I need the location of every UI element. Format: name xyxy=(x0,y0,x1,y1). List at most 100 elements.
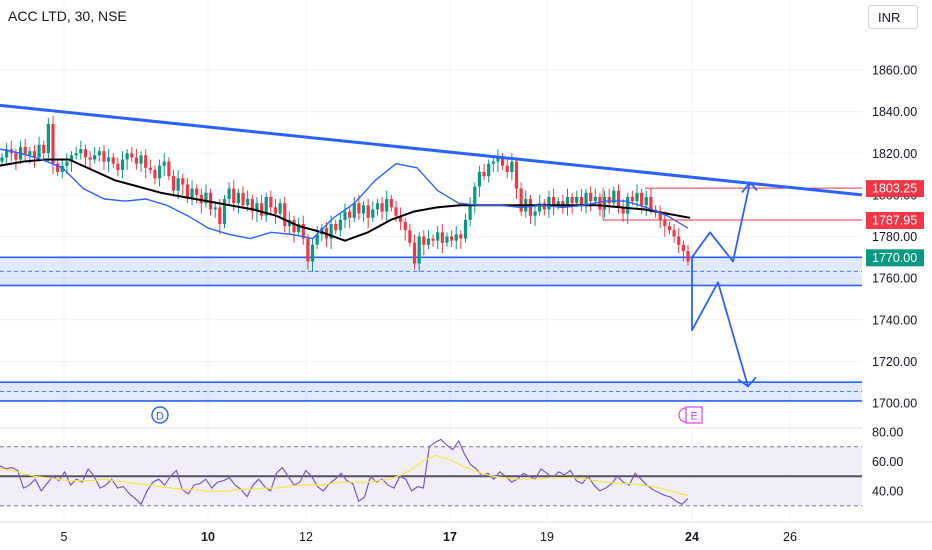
candle-body xyxy=(514,161,519,189)
candle-body xyxy=(259,203,264,216)
candle-body xyxy=(361,205,366,214)
candle-body xyxy=(375,203,380,210)
candle-body xyxy=(352,203,356,218)
candle-body xyxy=(436,232,440,241)
candle-body xyxy=(97,151,101,156)
candle-body xyxy=(602,196,607,210)
candle-body xyxy=(412,242,417,264)
candle-body xyxy=(473,186,477,206)
candle-body xyxy=(329,224,333,239)
candle-body xyxy=(626,196,630,214)
candle-body xyxy=(213,207,217,210)
candle-body xyxy=(310,244,315,262)
dividend-marker xyxy=(151,406,169,424)
candle-body xyxy=(584,192,588,206)
candle-body xyxy=(227,188,231,200)
candle-body xyxy=(547,196,551,210)
candle-body xyxy=(69,155,74,162)
candle-body xyxy=(116,163,120,170)
candle-body xyxy=(190,188,194,200)
candle-body xyxy=(111,157,115,164)
candle-body xyxy=(463,219,468,239)
candle-body xyxy=(130,153,134,158)
price-tick-label: 1860.00 xyxy=(872,64,917,78)
candle-body xyxy=(542,203,546,210)
candle-body xyxy=(533,211,537,216)
ema-slow-line xyxy=(0,158,691,242)
candle-body xyxy=(348,211,352,218)
candle-body xyxy=(46,124,50,154)
candle-body xyxy=(218,207,222,225)
candle-body xyxy=(468,205,472,220)
candle-body xyxy=(593,196,597,202)
arrowhead-up xyxy=(741,180,758,193)
candle-body xyxy=(528,199,533,216)
candle-body xyxy=(315,234,319,245)
price-tag xyxy=(866,211,924,229)
candle-body xyxy=(28,151,32,156)
candle-body xyxy=(250,199,254,212)
candle-body xyxy=(538,203,542,212)
grid-lines xyxy=(0,0,862,522)
candle-body xyxy=(125,153,129,160)
price-tick-label: 1780.00 xyxy=(872,230,917,244)
candle-body xyxy=(565,196,570,208)
candle-body xyxy=(297,224,301,233)
candle-body xyxy=(500,157,505,166)
candle-body xyxy=(255,203,259,212)
candle-body xyxy=(32,151,37,158)
candle-body xyxy=(144,155,148,168)
candle-body xyxy=(440,232,444,243)
rsi-tick-label: 60.00 xyxy=(872,455,903,469)
candle-body xyxy=(445,236,449,243)
candle-body xyxy=(306,238,310,262)
candle-body xyxy=(171,176,176,191)
earnings-marker-label: E xyxy=(690,411,697,423)
candle-body xyxy=(157,165,162,179)
candle-body xyxy=(556,201,560,206)
descending-trendline xyxy=(0,103,863,197)
candle-body xyxy=(176,178,180,191)
candle-body xyxy=(338,219,342,231)
candle-body xyxy=(167,161,171,177)
price-tick-label: 1740.00 xyxy=(872,313,917,327)
candle-body xyxy=(273,207,278,214)
candle-body xyxy=(162,161,166,166)
candle-body xyxy=(134,157,139,164)
candle-body xyxy=(153,169,157,179)
candle-body xyxy=(450,236,454,241)
candle-body xyxy=(185,184,190,200)
candle-body xyxy=(195,188,199,195)
candle-body xyxy=(236,192,240,204)
candle-body xyxy=(519,188,523,212)
candle-body xyxy=(199,194,203,204)
candle-body xyxy=(579,196,583,206)
candle-body xyxy=(644,196,648,206)
candle-body xyxy=(635,192,639,202)
chart-title: ACC LTD, 30, NSE xyxy=(8,8,127,24)
price-tag-label: 1770.00 xyxy=(872,251,917,265)
candle-body xyxy=(366,205,370,218)
candle-body xyxy=(380,203,384,212)
currency-selector[interactable]: INR xyxy=(868,5,918,29)
candle-body xyxy=(607,196,611,204)
candle-body xyxy=(426,238,431,245)
candle-body xyxy=(681,244,685,252)
candle-body xyxy=(389,199,393,208)
candle-body xyxy=(334,224,338,231)
candle-body xyxy=(422,236,426,245)
candle-body xyxy=(677,236,681,245)
candle-body xyxy=(491,161,495,164)
price-tick-label: 1840.00 xyxy=(872,105,917,119)
candle-body xyxy=(570,196,574,204)
candle-body xyxy=(287,219,291,227)
time-tick-label: 12 xyxy=(299,530,313,544)
candle-body xyxy=(14,153,18,160)
candle-body xyxy=(37,144,41,158)
candle-body xyxy=(612,190,616,204)
candle-body xyxy=(120,159,125,170)
time-tick-label: 19 xyxy=(540,530,554,544)
candle-body xyxy=(385,199,389,212)
arrowhead-down xyxy=(737,376,757,388)
